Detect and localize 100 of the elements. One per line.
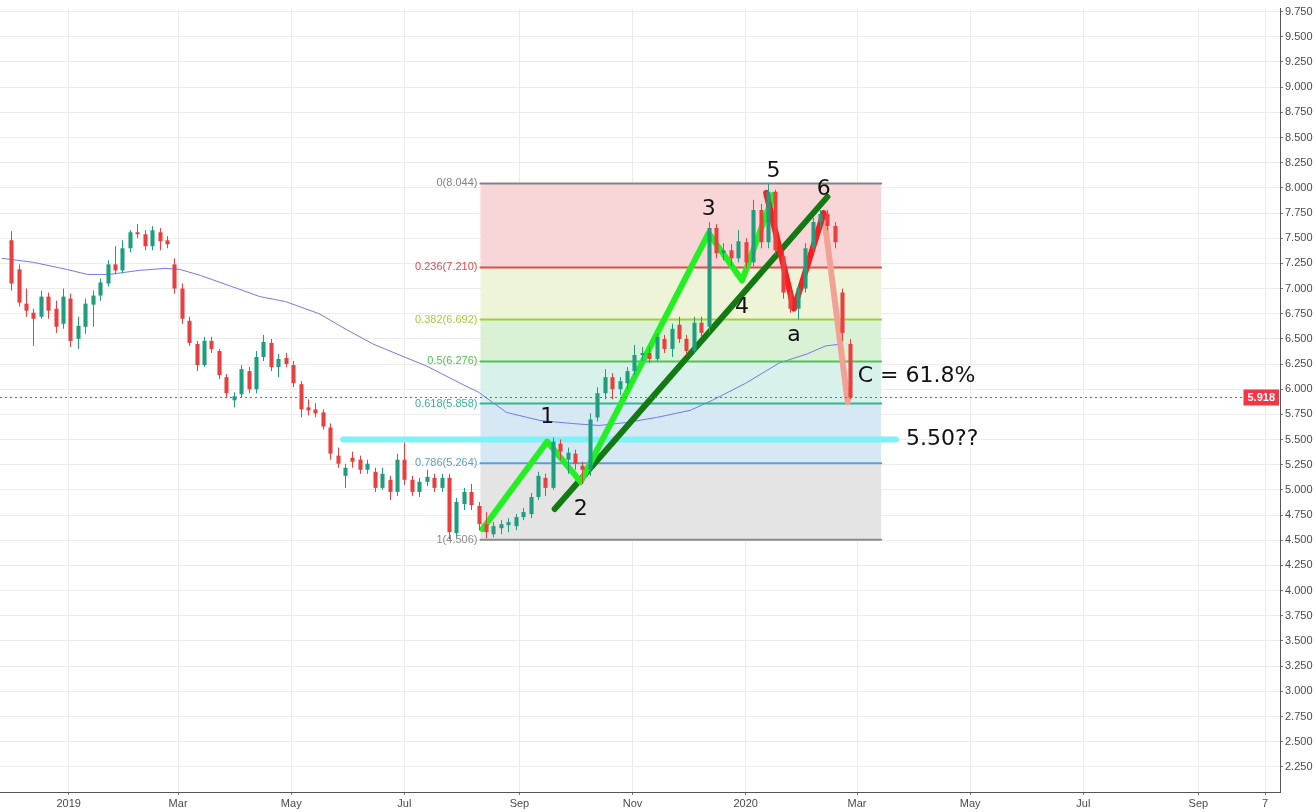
candlestick xyxy=(39,290,44,320)
candlestick xyxy=(291,360,296,388)
candlestick xyxy=(31,308,36,347)
candlestick xyxy=(417,477,422,498)
series-label: 0.236(7.210) xyxy=(415,260,478,273)
y-tick-label: 9.750 xyxy=(1285,4,1313,17)
candlestick xyxy=(150,225,155,251)
y-tick-label: 3.000 xyxy=(1285,684,1313,697)
candlestick xyxy=(566,447,571,475)
annotation: 2 xyxy=(573,494,588,520)
annotation: C = 61.8% xyxy=(857,362,976,388)
candlestick xyxy=(796,284,801,321)
candlestick xyxy=(276,353,281,378)
candlestick xyxy=(402,442,407,486)
x-tick-label: May xyxy=(959,796,982,809)
y-tick-label: 3.250 xyxy=(1285,659,1313,672)
candlestick xyxy=(91,290,96,328)
candlestick xyxy=(543,473,548,497)
annotation: 1 xyxy=(540,403,555,429)
y-tick-label: 9.000 xyxy=(1285,80,1313,93)
x-tick-label: Sep xyxy=(509,796,530,809)
y-tick-label: 6.750 xyxy=(1285,306,1313,319)
y-tick-label: 7.500 xyxy=(1285,231,1313,244)
candlestick xyxy=(113,245,118,275)
candlestick xyxy=(106,259,111,288)
annotation: 6 xyxy=(816,174,831,200)
annotation: 5 xyxy=(766,156,781,182)
y-tick-label: 9.500 xyxy=(1285,29,1313,42)
y-tick-label: 8.750 xyxy=(1285,105,1313,118)
candlestick xyxy=(24,288,29,318)
candlestick xyxy=(380,467,385,491)
y-tick-label: 4.750 xyxy=(1285,508,1313,521)
y-tick-label: 5.250 xyxy=(1285,457,1313,470)
candlestick xyxy=(625,366,630,390)
candlestick xyxy=(98,277,103,302)
candlestick xyxy=(833,221,838,249)
series-label: 0(8.044) xyxy=(436,176,478,189)
y-tick-label: 9.250 xyxy=(1285,55,1313,67)
annotation: 3 xyxy=(701,194,716,220)
candlestick xyxy=(247,366,252,394)
candlestick xyxy=(410,475,415,497)
y-tick-label: 2.500 xyxy=(1285,734,1313,747)
candlestick xyxy=(388,475,393,501)
candlestick xyxy=(477,501,482,531)
candlestick xyxy=(195,340,200,372)
y-tick-label: 8.000 xyxy=(1285,180,1313,193)
y-tick-label: 3.750 xyxy=(1285,608,1313,621)
y-tick-label: 4.000 xyxy=(1285,583,1313,596)
candlestick xyxy=(573,449,578,471)
candlestick xyxy=(358,455,363,475)
series-label: 1(4.506) xyxy=(436,532,478,545)
y-tick-label: 5.500 xyxy=(1285,432,1313,445)
candlestick xyxy=(462,487,467,511)
x-tick-label: Mar xyxy=(847,796,867,809)
y-tick-label: 2.250 xyxy=(1285,759,1313,772)
y-tick-label: 4.250 xyxy=(1285,558,1313,571)
x-tick-label: Mar xyxy=(168,796,188,809)
candlestick xyxy=(825,209,830,231)
candlestick xyxy=(321,408,326,430)
candlestick xyxy=(54,300,59,334)
candlestick xyxy=(76,316,81,350)
candlestick xyxy=(655,333,660,362)
x-tick-label: May xyxy=(280,796,303,809)
candlestick xyxy=(128,229,133,253)
y-tick-label: 4.500 xyxy=(1285,533,1313,546)
candlestick xyxy=(440,473,445,493)
y-tick-label: 5.000 xyxy=(1285,482,1313,495)
candlestick xyxy=(143,229,148,251)
x-tick-label: Sep xyxy=(1188,796,1209,809)
x-tick-label: Jul xyxy=(1076,796,1091,809)
candlestick xyxy=(536,471,541,501)
candlestick xyxy=(580,461,585,485)
candlestick xyxy=(744,237,749,269)
x-tick-label: 2020 xyxy=(733,796,758,809)
candlestick xyxy=(788,288,793,314)
candlestick xyxy=(158,227,163,251)
candlestick xyxy=(618,376,623,396)
x-tick-label: 2019 xyxy=(56,796,81,809)
y-tick-label: 6.500 xyxy=(1285,331,1313,344)
y-tick-label: 6.000 xyxy=(1285,382,1313,395)
ref-line-label: 5.918 xyxy=(1247,391,1275,404)
series-label: 0.382(6.692) xyxy=(415,312,478,325)
candlestick xyxy=(632,344,637,376)
candlestick xyxy=(46,292,51,320)
candlestick xyxy=(432,473,437,493)
candlestick xyxy=(469,483,474,511)
y-tick-label: 2.750 xyxy=(1285,709,1313,722)
candlestick xyxy=(187,316,192,347)
candlestick xyxy=(343,463,348,489)
series-label: 0.618(5.858) xyxy=(415,396,478,409)
candlestick xyxy=(677,316,682,344)
annotation: 5.50?? xyxy=(906,425,979,451)
candlestick xyxy=(120,239,125,274)
candlestick xyxy=(373,467,378,493)
x-tick-label: Nov xyxy=(622,796,643,809)
candlestick xyxy=(729,243,734,267)
series-label: 0.5(6.276) xyxy=(427,354,478,367)
candlestick xyxy=(670,323,675,358)
y-tick-label: 7.000 xyxy=(1285,281,1313,294)
candlestick xyxy=(558,439,563,461)
